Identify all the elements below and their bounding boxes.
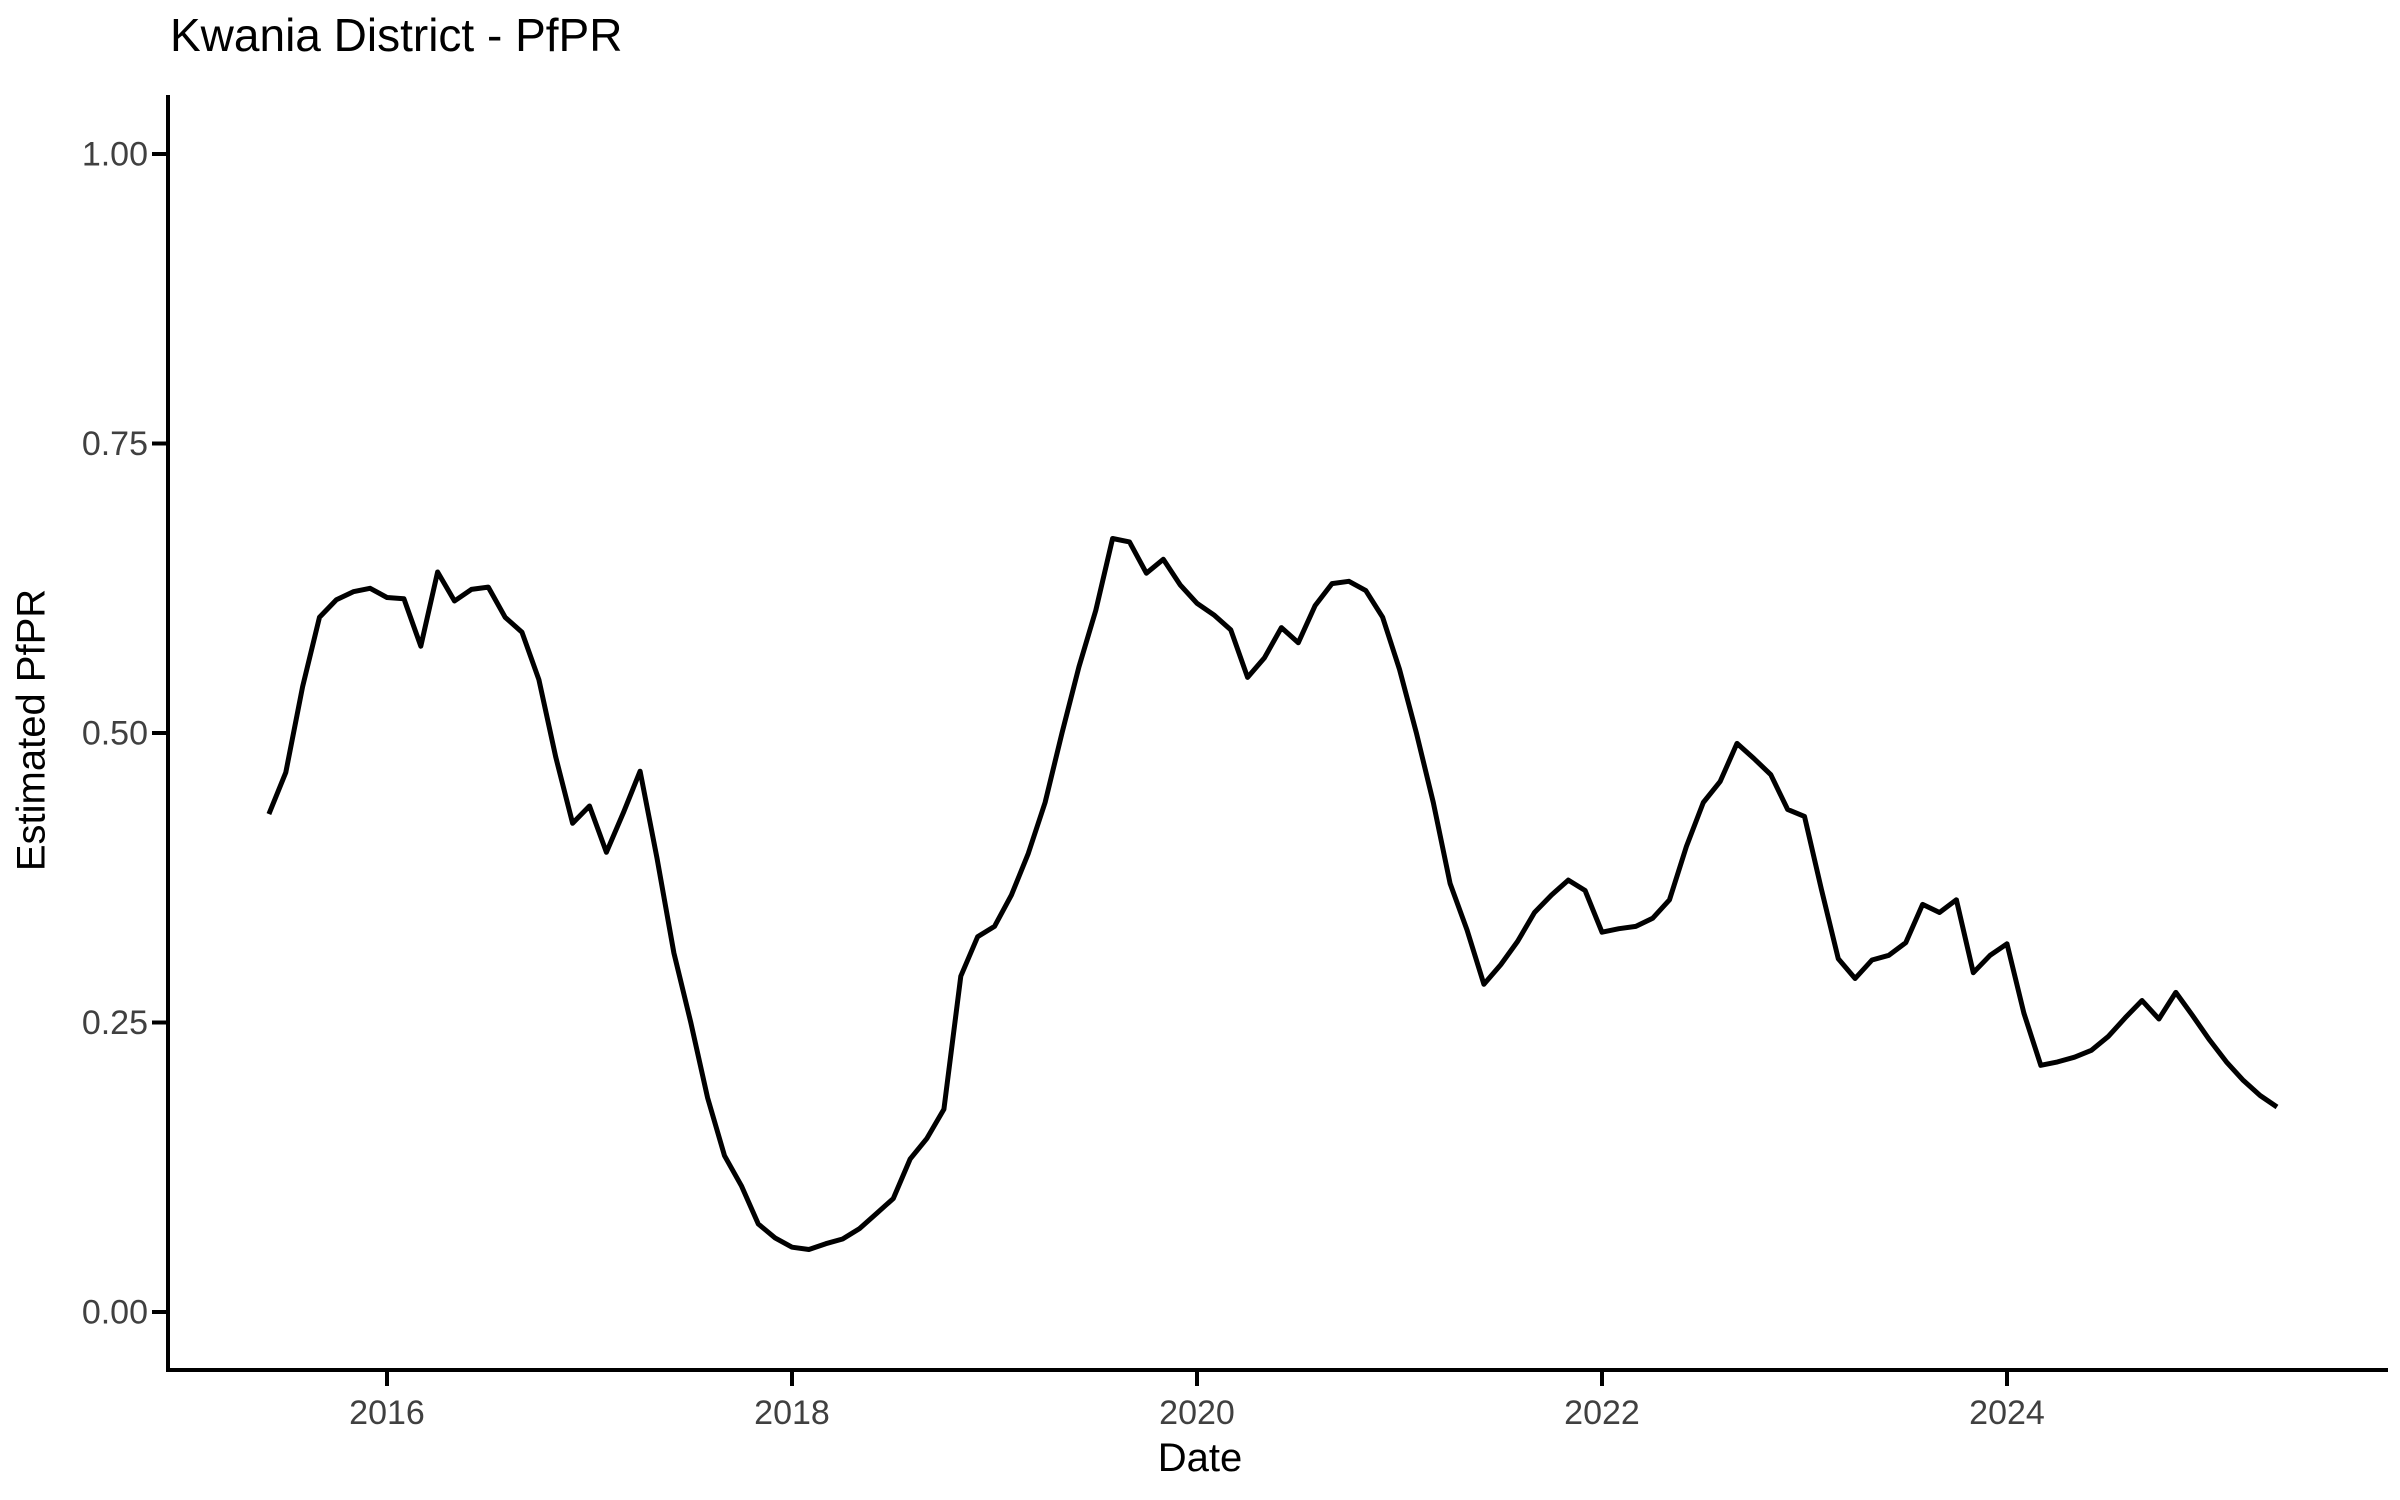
y-tick-label: 0.00 bbox=[82, 1294, 148, 1332]
x-axis-title: Date bbox=[1157, 1436, 1243, 1480]
y-tick-label: 1.00 bbox=[82, 136, 148, 174]
axis-ticks bbox=[152, 152, 2009, 1386]
x-tick-label: 2024 bbox=[1969, 1394, 2045, 1432]
axes bbox=[166, 95, 2388, 1372]
chart-title: Kwania District - PfPR bbox=[170, 9, 623, 61]
x-tick-label: 2018 bbox=[754, 1394, 830, 1432]
x-tick-label: 2022 bbox=[1564, 1394, 1640, 1432]
y-tick-label: 0.50 bbox=[82, 715, 148, 753]
y-axis-title-text: Estimated PfPR bbox=[9, 588, 54, 872]
y-tick-label: 0.75 bbox=[82, 425, 148, 463]
y-tick-label: 0.25 bbox=[82, 1004, 148, 1042]
pfpr-series-line bbox=[266, 536, 2279, 1252]
x-tick-label: 2020 bbox=[1159, 1394, 1235, 1432]
x-tick-label: 2016 bbox=[349, 1394, 425, 1432]
axis-tick-labels: 0.00 0.25 0.50 0.75 1.00 2016 2018 2020 2022 2024 bbox=[82, 136, 2045, 1432]
